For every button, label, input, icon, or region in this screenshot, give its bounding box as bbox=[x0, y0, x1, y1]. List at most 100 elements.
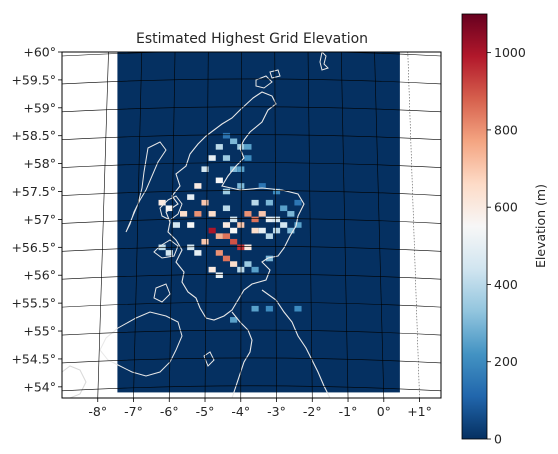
parallel-line bbox=[62, 301, 441, 308]
x-tick-label: -1° bbox=[339, 404, 358, 419]
y-tick-label: +59.5° bbox=[11, 72, 56, 87]
elevation-cell bbox=[287, 211, 295, 217]
colorbar: 0 200 400 600 800 1000 Elevation (m) bbox=[461, 13, 548, 447]
elevation-cell bbox=[258, 183, 266, 189]
elevation-cell bbox=[208, 211, 216, 217]
meridian-line bbox=[340, 52, 349, 398]
x-axis-ticks: -8° -7° -6° -5° -4° -3° -2° -1° 0° +1° bbox=[88, 398, 432, 419]
elevation-cell bbox=[294, 222, 302, 228]
elevation-cell bbox=[230, 227, 238, 234]
elevation-cell bbox=[230, 216, 238, 223]
elevation-cell bbox=[237, 244, 245, 251]
meridian-line bbox=[133, 52, 143, 398]
y-tick-label: +55.5° bbox=[11, 296, 56, 311]
coastline-orkney bbox=[255, 69, 281, 89]
elevation-cell bbox=[237, 183, 245, 189]
plot-area bbox=[61, 51, 442, 399]
elevation-cell bbox=[244, 261, 252, 267]
colorbar-tick-label: 1000 bbox=[494, 45, 526, 60]
elevation-cell bbox=[158, 199, 166, 206]
elevation-cell bbox=[222, 205, 231, 212]
coastline-shetland bbox=[319, 52, 329, 71]
elevation-cell bbox=[222, 255, 231, 262]
elevation-cell bbox=[230, 261, 238, 267]
elevation-cell bbox=[294, 199, 302, 206]
y-tick-label: +60° bbox=[23, 45, 56, 60]
y-tick-label: +56° bbox=[23, 268, 56, 283]
x-tick-label: -3° bbox=[267, 404, 286, 419]
elevation-cell bbox=[265, 233, 273, 239]
elevation-cell bbox=[244, 155, 252, 161]
meridian-line bbox=[168, 52, 176, 398]
elevation-cell bbox=[258, 227, 266, 234]
coastline-outer-hebrides bbox=[125, 141, 167, 233]
elevation-cell bbox=[265, 255, 273, 262]
elevation-cell bbox=[187, 222, 195, 228]
elevation-cell bbox=[215, 144, 223, 150]
meridian-line bbox=[407, 52, 420, 398]
elevation-cell bbox=[194, 250, 202, 256]
elevation-cell bbox=[237, 222, 245, 228]
x-tick-label: -8° bbox=[88, 404, 107, 419]
meridian-line bbox=[307, 52, 313, 398]
elevation-cell bbox=[272, 188, 281, 195]
colorbar-tick-label: 200 bbox=[494, 354, 518, 369]
elevation-cell bbox=[194, 211, 202, 217]
parallel-line bbox=[62, 246, 441, 252]
elevation-cell bbox=[222, 222, 231, 228]
elevation-cell bbox=[222, 155, 231, 161]
x-tick-label: -5° bbox=[196, 404, 215, 419]
elevation-cell bbox=[208, 155, 216, 161]
x-tick-label: -7° bbox=[124, 404, 143, 419]
y-tick-label: +57.5° bbox=[11, 184, 56, 199]
coastline-islay bbox=[153, 283, 171, 303]
parallel-line bbox=[62, 78, 441, 85]
y-tick-label: +58.5° bbox=[11, 128, 56, 143]
graticule bbox=[62, 52, 441, 398]
parallel-line bbox=[62, 329, 441, 336]
elevation-cell bbox=[215, 233, 223, 239]
elevation-cell bbox=[294, 305, 302, 312]
coastline-mull bbox=[153, 239, 179, 259]
y-tick-label: +54° bbox=[23, 379, 56, 394]
colorbar-tick-label: 400 bbox=[494, 277, 518, 292]
elevation-cell bbox=[244, 211, 252, 217]
elevation-cell bbox=[265, 216, 273, 223]
coastline-ireland-west bbox=[62, 365, 87, 398]
elevation-cell bbox=[165, 250, 173, 256]
elevation-cell bbox=[230, 238, 238, 245]
elevation-cell bbox=[201, 238, 209, 245]
chart-title: Estimated Highest Grid Elevation bbox=[136, 31, 368, 47]
elevation-cell bbox=[251, 305, 259, 312]
parallel-line bbox=[62, 273, 441, 280]
elevation-cell bbox=[215, 250, 223, 256]
elevation-cell bbox=[208, 266, 216, 273]
parallel-line bbox=[62, 52, 441, 57]
elevation-cell bbox=[272, 216, 281, 223]
elevation-cell bbox=[172, 222, 180, 228]
coastline-northern-ireland bbox=[99, 311, 183, 377]
elevation-cell bbox=[287, 227, 295, 234]
elevation-cell bbox=[165, 205, 173, 212]
elevation-cell bbox=[215, 272, 223, 279]
coastline-isle-of-man bbox=[203, 351, 215, 367]
elevation-cell bbox=[187, 244, 195, 251]
meridian-line bbox=[240, 52, 242, 398]
parallel-line bbox=[62, 190, 441, 196]
y-tick-label: +58° bbox=[23, 156, 56, 171]
colorbar-tick-label: 0 bbox=[494, 432, 502, 447]
elevation-cell bbox=[251, 227, 259, 234]
elevation-cell bbox=[230, 138, 238, 145]
x-tick-label: 0° bbox=[377, 404, 391, 419]
elevation-cell bbox=[222, 188, 231, 195]
meridian-line bbox=[374, 52, 385, 398]
elevation-cell bbox=[251, 199, 259, 206]
y-tick-label: +57° bbox=[23, 212, 56, 227]
x-tick-label: +1° bbox=[407, 404, 432, 419]
y-tick-label: +55° bbox=[23, 324, 56, 339]
x-tick-label: -2° bbox=[303, 404, 322, 419]
elevation-cell bbox=[237, 166, 245, 172]
parallel-line bbox=[62, 357, 441, 364]
y-axis-ticks: +60° +59.5° +59° +58.5° +58° +57.5° +57° +56.5°… bbox=[11, 45, 62, 394]
elevation-cell bbox=[215, 177, 223, 184]
